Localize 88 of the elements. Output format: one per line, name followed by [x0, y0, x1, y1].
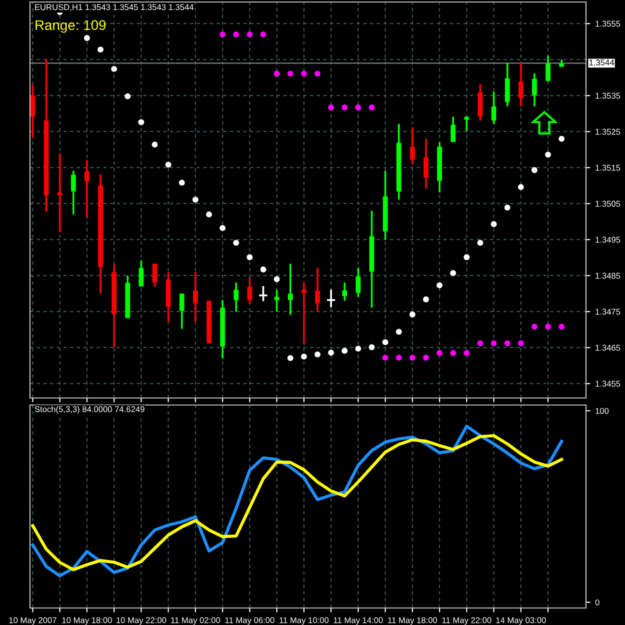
y-tick-label: 1.3555 — [596, 20, 620, 27]
point — [260, 266, 266, 272]
point — [545, 324, 551, 330]
point — [409, 312, 416, 318]
point — [124, 93, 131, 100]
point — [300, 70, 307, 77]
point — [355, 104, 362, 110]
y-tick-label: 1.3515 — [596, 164, 620, 171]
y-tick-label: 100 — [596, 408, 609, 414]
point — [558, 136, 565, 142]
x-tick-label: 11 May 06:00 — [225, 617, 274, 625]
point — [138, 119, 144, 126]
x-tick-label: 11 May 14:00 — [334, 617, 383, 625]
point — [382, 354, 388, 361]
point — [84, 35, 90, 41]
point — [260, 31, 266, 38]
point — [246, 31, 253, 38]
point — [274, 276, 280, 282]
chart-title: Stoch(5,3,3) 84.0000 74.6249 — [34, 406, 144, 414]
y-tick-label: 1.3485 — [596, 272, 620, 279]
ref-line-label: 1.3544 — [589, 60, 614, 66]
point — [233, 31, 240, 38]
y-tick-label: 1.3455 — [596, 380, 620, 387]
point — [342, 104, 348, 110]
y-tick-label: 1.3505 — [596, 200, 620, 207]
point — [477, 240, 484, 246]
point — [274, 70, 280, 77]
point — [450, 270, 456, 276]
point — [436, 282, 442, 288]
x-tick-label: 11 May 02:00 — [171, 617, 220, 625]
point — [233, 240, 240, 246]
point — [490, 221, 497, 228]
point — [206, 211, 212, 218]
y-tick-label: 1.3465 — [596, 344, 620, 351]
x-tick-label: 10 May 18:00 — [62, 617, 112, 625]
y-tick-label: 1.3535 — [596, 92, 620, 99]
point — [423, 296, 429, 302]
x-tick-label: 11 May 18:00 — [388, 617, 438, 625]
point — [287, 70, 294, 77]
point — [382, 339, 388, 346]
point — [409, 354, 416, 361]
x-tick-label: 10 May 22:00 — [116, 617, 166, 625]
point — [368, 104, 375, 110]
point — [532, 167, 538, 174]
y-tick-label: 1.3495 — [596, 236, 620, 243]
point — [518, 340, 524, 346]
x-tick-label: 11 May 10:00 — [280, 617, 329, 625]
point — [504, 340, 510, 346]
point — [532, 324, 538, 330]
point — [436, 350, 442, 356]
point — [558, 324, 565, 330]
point — [464, 254, 470, 260]
point — [450, 350, 456, 356]
point — [165, 162, 172, 168]
point — [314, 351, 320, 358]
x-tick-label: 10 May 2007 — [9, 617, 56, 625]
point — [220, 225, 226, 232]
point — [287, 355, 294, 361]
point — [328, 104, 334, 110]
point — [545, 152, 551, 158]
point — [423, 354, 429, 361]
point — [477, 340, 484, 346]
point — [490, 340, 497, 346]
x-tick-label: 11 May 22:00 — [442, 617, 492, 625]
point — [342, 348, 348, 354]
point — [220, 31, 226, 38]
point — [111, 66, 118, 72]
point — [246, 254, 253, 260]
point — [355, 346, 362, 352]
point — [396, 354, 402, 361]
y-tick-label: 1.3525 — [596, 128, 620, 135]
point — [178, 180, 185, 186]
point — [152, 142, 158, 148]
point — [368, 344, 375, 350]
point — [192, 196, 198, 203]
point — [314, 70, 320, 77]
y-tick-label: 0 — [595, 599, 600, 606]
y-tick-label: 1.3475 — [596, 308, 620, 315]
point — [328, 350, 334, 356]
point — [464, 350, 470, 356]
point — [518, 184, 524, 190]
point — [300, 354, 307, 360]
point — [396, 328, 402, 335]
annotation: Range: 109 — [36, 20, 106, 33]
x-tick-label: 14 May 03:00 — [496, 617, 546, 625]
chart-title: EURUSD,H1 1.3543 1.3545 1.3543 1.3544 — [35, 4, 194, 12]
point — [98, 46, 104, 52]
point — [504, 204, 510, 211]
